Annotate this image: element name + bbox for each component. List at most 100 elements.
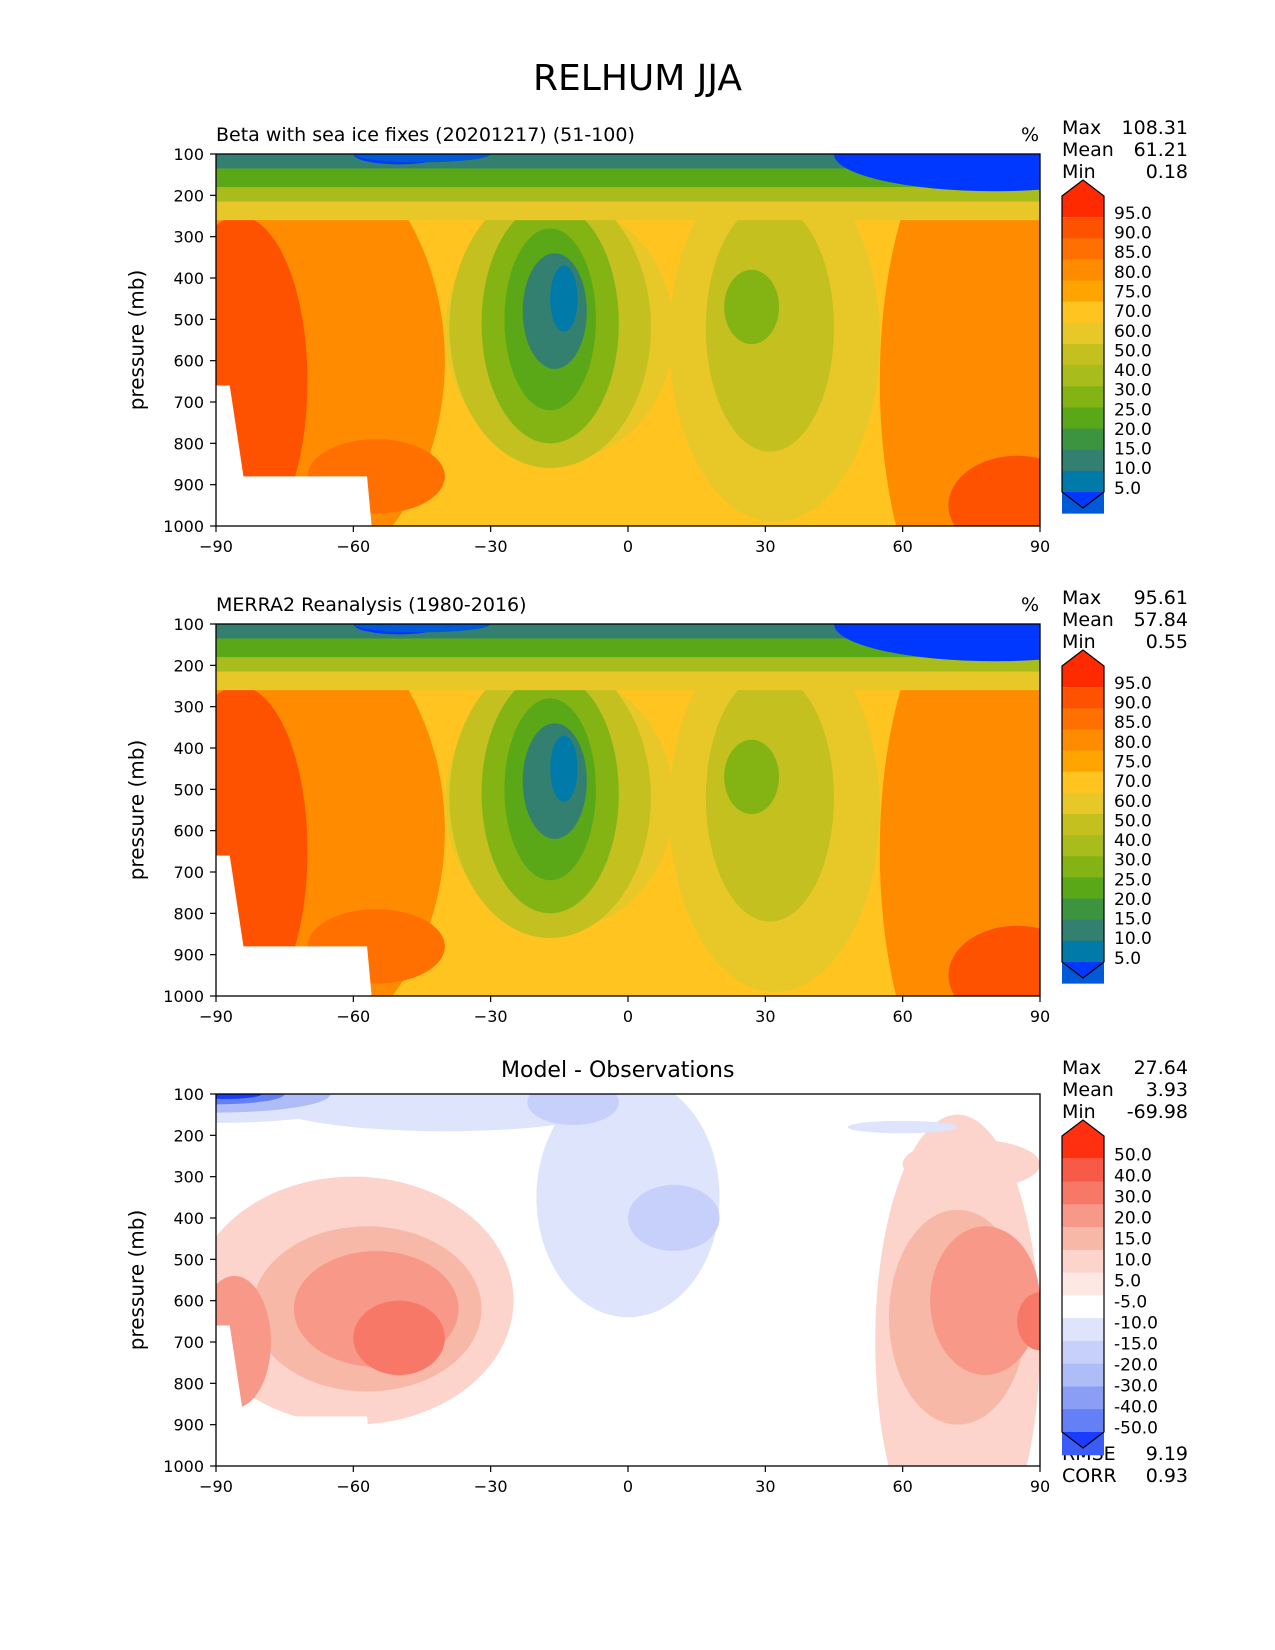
colorbar-level-label: 30.0 [1114, 1187, 1152, 1207]
panel-1-ytick-label: 500 [173, 310, 204, 329]
panel-3-stat-mean: 3.93 [1145, 1079, 1188, 1101]
colorbar-segment [1062, 687, 1104, 709]
panel-3-colorbar: 50.040.030.020.015.010.05.0-5.0-10.0-15.… [1061, 1119, 1158, 1456]
panel-1-ytick-label: 800 [173, 434, 204, 453]
panel-3-stat-min: -69.98 [1126, 1101, 1188, 1123]
colorbar-segment [1062, 386, 1104, 408]
panel-1-xtick-label: −90 [199, 537, 233, 556]
colorbar-level-label: 70.0 [1114, 302, 1152, 322]
colorbar-level-label: 80.0 [1114, 733, 1152, 753]
panel-2-xtick-label: 90 [1030, 1007, 1050, 1026]
colorbar-outline [1061, 1119, 1105, 1449]
panel-1-xtick-label: 30 [755, 537, 775, 556]
colorbar-level-label: -10.0 [1114, 1313, 1158, 1333]
panel-1-stat-mean-label: Mean [1062, 139, 1114, 161]
panel-1-ytick-label: 900 [173, 476, 204, 495]
panel-1-stat-mean: 61.21 [1133, 139, 1188, 161]
colorbar-segment [1062, 365, 1104, 387]
colorbar-segment [1062, 428, 1104, 451]
panel-2-ytick-label: 800 [173, 904, 204, 923]
colorbar-segment [1062, 344, 1104, 366]
colorbar-segment [1062, 1204, 1104, 1228]
colorbar-level-label: 75.0 [1114, 753, 1152, 773]
panel-1-xtick-label: 90 [1030, 537, 1050, 556]
colorbar-segment [1062, 1120, 1104, 1159]
panel-3-ytick-label: 900 [173, 1416, 204, 1435]
panel-2-stat-max: 95.61 [1133, 587, 1188, 609]
colorbar-level-label: 40.0 [1114, 1166, 1152, 1186]
panel-2-xtick-label: −30 [474, 1007, 508, 1026]
colorbar-level-label: 5.0 [1114, 1271, 1141, 1291]
panel-2-units: % [1021, 594, 1040, 616]
panel-3-xtick-label: 60 [892, 1477, 912, 1496]
colorbar-level-label: 90.0 [1114, 224, 1152, 244]
panel-1-ytick-label: 200 [173, 186, 204, 205]
panel-2-ytick-label: 200 [173, 656, 204, 675]
colorbar-segment [1062, 1295, 1104, 1319]
colorbar-segment [1062, 1409, 1104, 1433]
colorbar-level-label: 5.0 [1114, 949, 1141, 969]
colorbar-level-label: 10.0 [1114, 1250, 1152, 1270]
panel-2-xtick-label: 30 [755, 1007, 775, 1026]
colorbar-level-label: 20.0 [1114, 890, 1152, 910]
panel-3-ytick-label: 300 [173, 1168, 204, 1187]
panel-1-ytick-label: 400 [173, 269, 204, 288]
panel-3-xtick-label: 90 [1030, 1477, 1050, 1496]
colorbar-segment [1062, 898, 1104, 921]
colorbar-outline [1061, 179, 1105, 509]
panel-3-ytick-label: 700 [173, 1333, 204, 1352]
colorbar-segment [1062, 259, 1104, 282]
colorbar-segment [1062, 771, 1104, 794]
panel-2-stat-mean: 57.84 [1133, 609, 1188, 631]
panel-1-ytick-label: 300 [173, 228, 204, 247]
colorbar-level-label: 40.0 [1114, 831, 1152, 851]
figure-title: RELHUM JJA [533, 58, 742, 99]
colorbar-segment [1062, 449, 1104, 472]
colorbar-level-label: 80.0 [1114, 263, 1152, 283]
colorbar-segment [1062, 1363, 1104, 1387]
colorbar-segment [1062, 792, 1104, 815]
panel-1-stat-max-label: Max [1062, 117, 1102, 139]
colorbar-segment [1062, 729, 1104, 752]
panel-2-ytick-label: 500 [173, 780, 204, 799]
colorbar-segment [1062, 1318, 1104, 1342]
colorbar-segment [1062, 470, 1104, 493]
colorbar-segment [1062, 1386, 1104, 1410]
colorbar-segment [1062, 1272, 1104, 1296]
panel-3-ytick-label: 400 [173, 1209, 204, 1228]
panel-2-stat-min-label: Min [1062, 631, 1096, 653]
colorbar-segment [1062, 1227, 1104, 1251]
colorbar-level-label: 30.0 [1114, 381, 1152, 401]
colorbar-level-label: 30.0 [1114, 851, 1152, 871]
colorbar-segment [1062, 1249, 1104, 1274]
panel-2-stat-mean-label: Mean [1062, 609, 1114, 631]
colorbar-level-label: -20.0 [1114, 1356, 1158, 1376]
panel-1-stat-min: 0.18 [1145, 161, 1188, 183]
colorbar-level-label: -30.0 [1114, 1377, 1158, 1397]
panel-3-ytick-label: 500 [173, 1250, 204, 1269]
panel-3-stat-corr-label: CORR [1062, 1465, 1117, 1487]
panel-1-xtick-label: 60 [892, 537, 912, 556]
panel-1-contour-field [216, 154, 1040, 526]
panel-1-ytick-label: 700 [173, 393, 204, 412]
colorbar-level-label: 50.0 [1114, 1145, 1152, 1165]
colorbar-segment [1062, 708, 1104, 730]
panel-3-ytick-label: 1000 [163, 1457, 204, 1476]
panel-3-stat-max: 27.64 [1133, 1057, 1188, 1079]
panel-2-xtick-label: −60 [336, 1007, 370, 1026]
panel-2-ytick-label: 900 [173, 946, 204, 965]
panel-1-xtick-label: 0 [623, 537, 633, 556]
panel-2-contour-field [216, 624, 1040, 996]
colorbar-level-label: -5.0 [1114, 1292, 1147, 1312]
panel-3-contour-field [216, 1094, 1040, 1466]
colorbar-level-label: 10.0 [1114, 459, 1152, 479]
panel-3-ytick-label: 100 [173, 1085, 204, 1104]
colorbar-level-label: 75.0 [1114, 283, 1152, 303]
panel-1-stat-max: 108.31 [1121, 117, 1188, 139]
colorbar-segment [1062, 962, 1104, 978]
colorbar-level-label: -15.0 [1114, 1335, 1158, 1355]
panel-1-colorbar: 95.090.085.080.075.070.060.050.040.030.0… [1061, 179, 1152, 514]
colorbar-segment [1062, 1340, 1104, 1365]
panel-2-xtick-label: 0 [623, 1007, 633, 1026]
